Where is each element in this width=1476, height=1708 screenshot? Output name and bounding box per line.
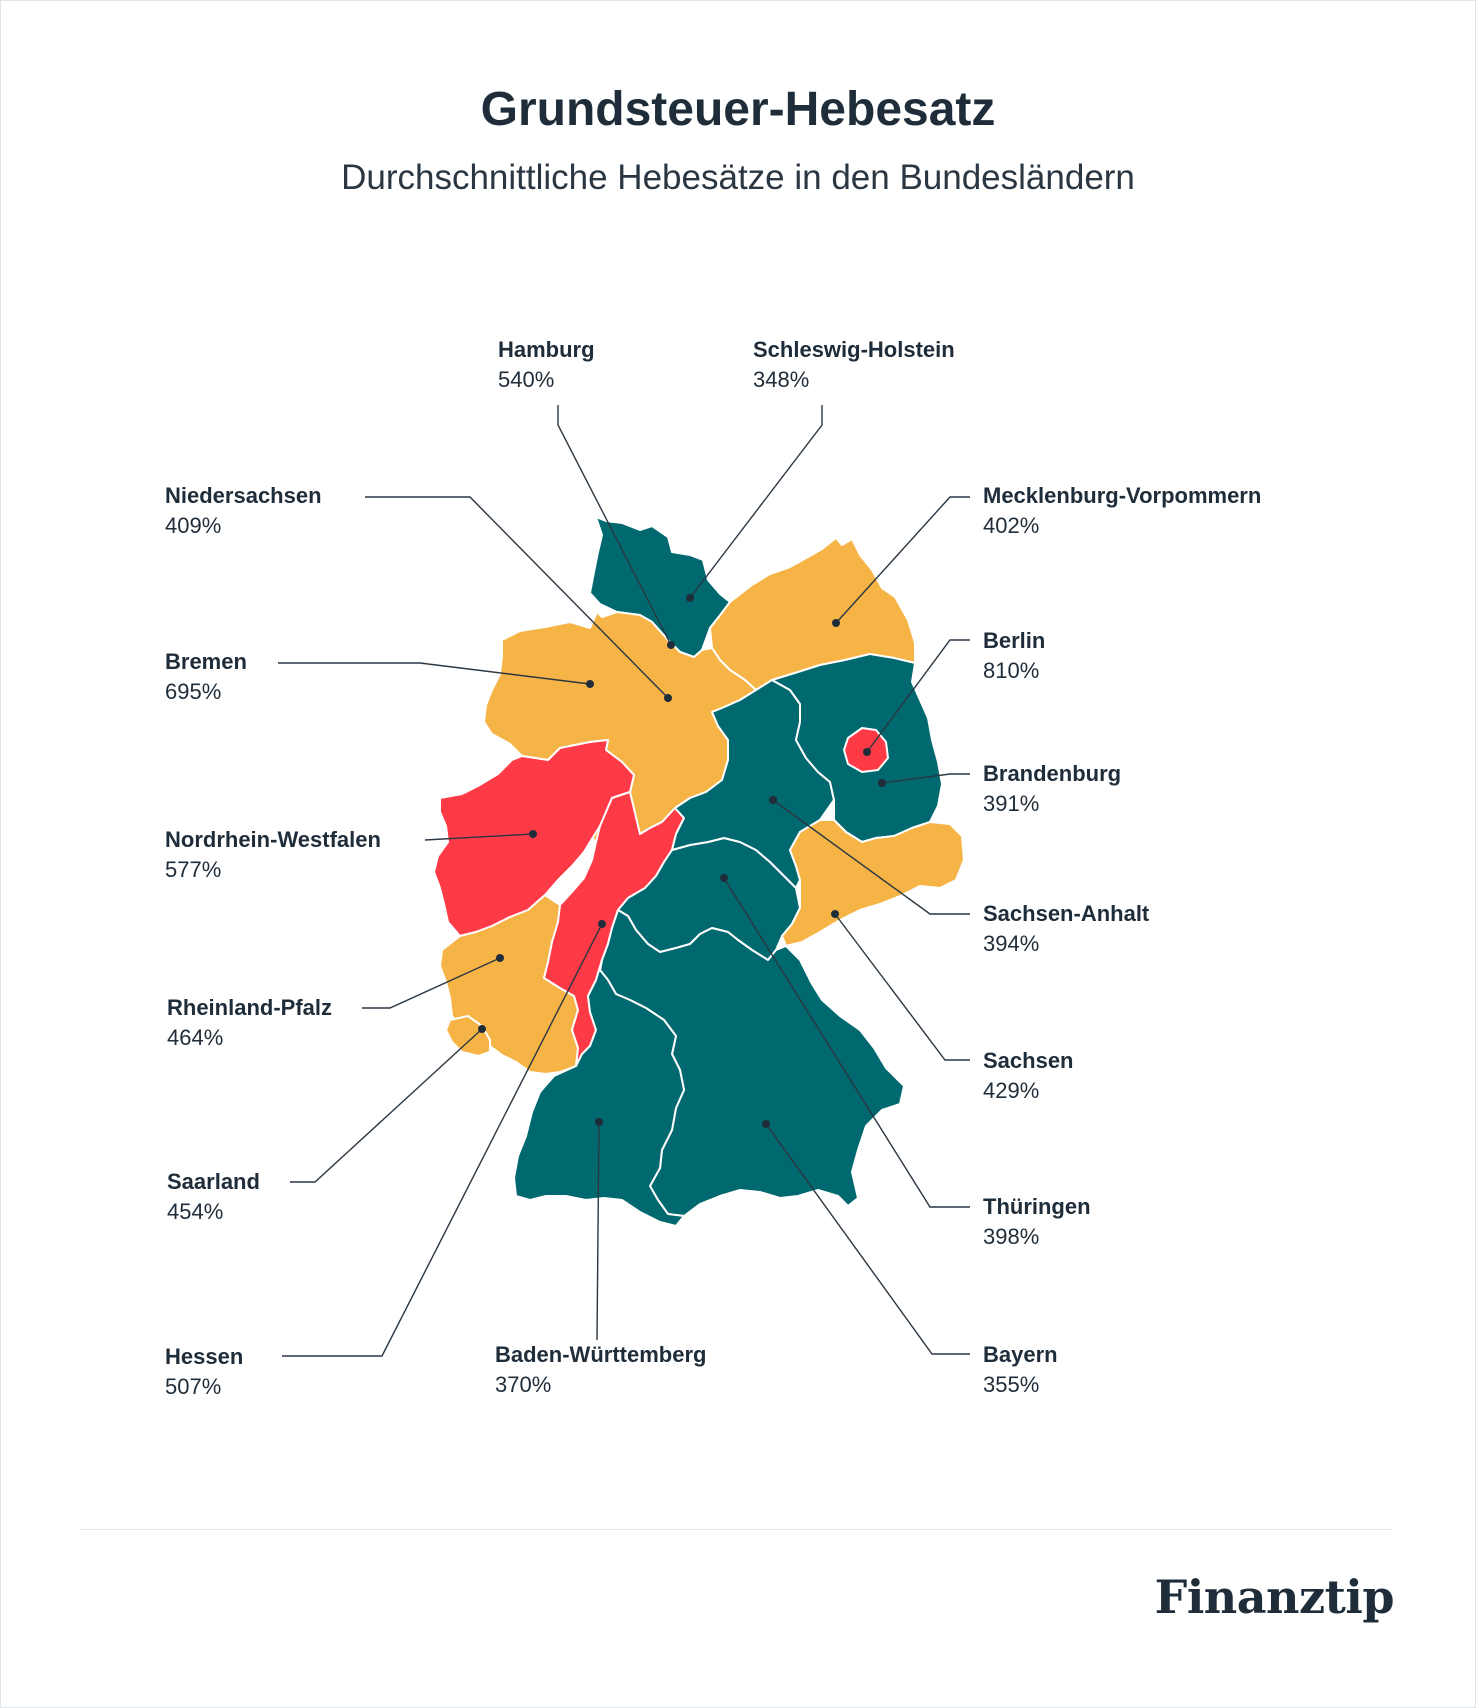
label-rheinland-pfalz: Rheinland-Pfalz 464% bbox=[167, 993, 332, 1053]
state-value: 370% bbox=[495, 1372, 552, 1397]
label-nordrhein-westfalen: Nordrhein-Westfalen 577% bbox=[165, 825, 381, 885]
label-baden-wuerttemberg: Baden-Württemberg 370% bbox=[495, 1340, 706, 1400]
state-value: 348% bbox=[753, 367, 810, 392]
brand-logo: Finanztip bbox=[1154, 1570, 1395, 1624]
state-name: Baden-Württemberg bbox=[495, 1342, 707, 1367]
state-value: 429% bbox=[983, 1078, 1040, 1103]
marker-saarland bbox=[478, 1025, 486, 1033]
state-value: 402% bbox=[983, 513, 1040, 538]
leader-line-nordrhein-westfalen bbox=[424, 833, 534, 841]
state-nordrhein-westfalen bbox=[433, 739, 635, 937]
marker-bayern bbox=[762, 1120, 770, 1128]
leader-line-sachsen bbox=[834, 913, 970, 1061]
leader-line-rheinland-pfalz bbox=[362, 957, 501, 1009]
marker-rheinland-pfalz bbox=[496, 954, 504, 962]
state-name: Schleswig-Holstein bbox=[753, 337, 955, 362]
state-baden-wuerttemberg bbox=[513, 959, 685, 1227]
page-title: Grundsteuer-Hebesatz bbox=[480, 83, 996, 136]
label-hessen: Hessen 507% bbox=[165, 1342, 243, 1402]
state-name: Sachsen-Anhalt bbox=[983, 901, 1150, 926]
leader-line-mecklenburg-vorpommern bbox=[835, 496, 970, 624]
state-value: 507% bbox=[165, 1374, 222, 1399]
state-value: 398% bbox=[983, 1224, 1040, 1249]
label-niedersachsen: Niedersachsen 409% bbox=[165, 481, 322, 541]
leader-line-berlin bbox=[866, 639, 970, 753]
leader-line-baden-wuerttemberg bbox=[596, 1121, 600, 1341]
label-mecklenburg-vorpommern: Mecklenburg-Vorpommern 402% bbox=[983, 481, 1261, 541]
marker-hessen bbox=[598, 920, 606, 928]
leader-line-schleswig-holstein bbox=[689, 405, 823, 599]
state-value: 577% bbox=[165, 857, 222, 882]
state-value: 454% bbox=[167, 1199, 224, 1224]
state-name: Niedersachsen bbox=[165, 483, 322, 508]
marker-schleswig-holstein bbox=[686, 594, 694, 602]
state-name: Hamburg bbox=[498, 337, 595, 362]
state-name: Bremen bbox=[165, 649, 247, 674]
state-name: Bayern bbox=[983, 1342, 1058, 1367]
state-value: 540% bbox=[498, 367, 555, 392]
state-name: Saarland bbox=[167, 1169, 260, 1194]
marker-niedersachsen bbox=[664, 694, 672, 702]
leader-line-bremen bbox=[278, 662, 591, 685]
state-sachsen bbox=[781, 819, 965, 947]
leader-line-thueringen bbox=[723, 877, 970, 1208]
marker-thueringen bbox=[720, 874, 728, 882]
state-name: Brandenburg bbox=[983, 761, 1122, 786]
state-name: Sachsen bbox=[983, 1048, 1074, 1073]
state-name: Nordrhein-Westfalen bbox=[165, 827, 381, 852]
label-saarland: Saarland 454% bbox=[167, 1167, 260, 1227]
label-schleswig-holstein: Schleswig-Holstein 348% bbox=[753, 335, 955, 395]
label-hamburg: Hamburg 540% bbox=[498, 335, 595, 395]
leader-line-hessen bbox=[282, 923, 603, 1357]
state-name: Rheinland-Pfalz bbox=[167, 995, 333, 1020]
leader-line-bayern bbox=[765, 1123, 970, 1355]
marker-nordrhein-westfalen bbox=[529, 830, 537, 838]
state-name: Thüringen bbox=[983, 1194, 1091, 1219]
state-saarland bbox=[445, 1015, 491, 1057]
label-thueringen: Thüringen 398% bbox=[983, 1192, 1091, 1252]
state-value: 810% bbox=[983, 658, 1040, 683]
label-bremen: Bremen 695% bbox=[165, 647, 247, 707]
marker-baden-wuerttemberg bbox=[595, 1118, 603, 1126]
leader-line-brandenburg bbox=[881, 773, 970, 784]
state-value: 409% bbox=[165, 513, 222, 538]
label-sachsen: Sachsen 429% bbox=[983, 1046, 1074, 1106]
marker-bremen bbox=[586, 680, 594, 688]
state-value: 391% bbox=[983, 791, 1040, 816]
leader-line-sachsen-anhalt bbox=[772, 799, 970, 915]
label-sachsen-anhalt: Sachsen-Anhalt 394% bbox=[983, 899, 1149, 959]
leader-line-hamburg bbox=[557, 405, 672, 646]
label-bayern: Bayern 355% bbox=[983, 1340, 1058, 1400]
state-name: Berlin bbox=[983, 628, 1046, 653]
label-brandenburg: Brandenburg 391% bbox=[983, 759, 1121, 819]
page-subtitle: Durchschnittliche Hebesätze in den Bunde… bbox=[341, 158, 1135, 197]
footer-divider bbox=[81, 1529, 1393, 1530]
state-name: Hessen bbox=[165, 1344, 244, 1369]
marker-brandenburg bbox=[878, 779, 886, 787]
state-name: Mecklenburg-Vorpommern bbox=[983, 483, 1262, 508]
label-berlin: Berlin 810% bbox=[983, 626, 1045, 686]
marker-hamburg bbox=[667, 641, 675, 649]
state-value: 394% bbox=[983, 931, 1040, 956]
state-value: 695% bbox=[165, 679, 222, 704]
state-value: 355% bbox=[983, 1372, 1040, 1397]
marker-berlin bbox=[863, 748, 871, 756]
leader-line-saarland bbox=[290, 1028, 483, 1183]
marker-sachsen bbox=[831, 910, 839, 918]
state-value: 464% bbox=[167, 1025, 224, 1050]
leader-line-niedersachsen bbox=[365, 496, 669, 699]
marker-sachsen-anhalt bbox=[769, 796, 777, 804]
marker-mecklenburg-vorpommern bbox=[832, 619, 840, 627]
